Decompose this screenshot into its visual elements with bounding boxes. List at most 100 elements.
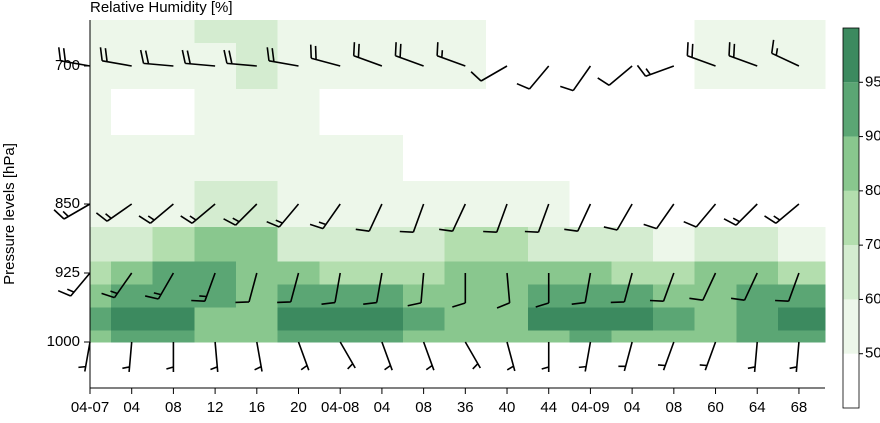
- rh-cell: [110, 330, 154, 343]
- rh-cell: [277, 307, 320, 332]
- colorbar-label: 70: [865, 236, 880, 253]
- rh-cell: [361, 43, 404, 90]
- wind-barb: [210, 341, 219, 372]
- rh-cell: [194, 89, 237, 136]
- rh-cell: [194, 135, 237, 182]
- wind-barb: [309, 203, 341, 230]
- wind-barb: [657, 341, 675, 371]
- wind-barb: [683, 203, 717, 228]
- y-tick-label: 850: [55, 195, 80, 212]
- rh-cell: [90, 261, 112, 286]
- rh-cell: [569, 135, 612, 182]
- rh-cell: [90, 284, 112, 309]
- rh-cell: [527, 307, 571, 332]
- rh-cell: [736, 20, 779, 44]
- rh-cell: [319, 307, 362, 332]
- rh-cell: [778, 181, 826, 228]
- rh-cell: [736, 89, 779, 136]
- rh-cell: [90, 227, 112, 263]
- rh-cell: [444, 330, 487, 343]
- rh-cell: [486, 20, 529, 44]
- chart-title: Relative Humidity [%]: [90, 0, 233, 16]
- rh-cell: [569, 284, 612, 309]
- rh-cell: [152, 330, 195, 343]
- wind-barb: [436, 42, 466, 67]
- x-tick-label: 08: [415, 399, 432, 416]
- wind-barb: [235, 272, 258, 304]
- rh-cell: [235, 284, 279, 309]
- rh-cell: [611, 284, 654, 309]
- rh-cell: [736, 330, 779, 343]
- wind-barb: [483, 203, 508, 233]
- wind-barb: [139, 49, 174, 67]
- rh-cell: [652, 307, 696, 332]
- rh-cell: [694, 20, 737, 44]
- rh-cell: [110, 227, 154, 263]
- wind-barb: [266, 203, 300, 228]
- rh-cell: [736, 307, 779, 332]
- rh-cell: [319, 227, 362, 263]
- rh-cell: [110, 20, 154, 44]
- wind-barb: [643, 203, 675, 230]
- colorbar-box: [843, 136, 859, 191]
- rh-cell: [235, 135, 279, 182]
- wind-barb: [686, 42, 716, 67]
- rh-cell: [569, 89, 612, 136]
- y-tick-label: 1000: [47, 333, 80, 350]
- rh-cell: [361, 227, 404, 263]
- rh-cell: [736, 227, 779, 263]
- wind-barb: [535, 273, 550, 308]
- wind-barb: [689, 272, 717, 301]
- wind-barb: [399, 203, 425, 233]
- wind-barb: [321, 272, 342, 306]
- rh-cell: [611, 89, 654, 136]
- rh-cell: [235, 89, 279, 136]
- rh-cell: [736, 135, 779, 182]
- wind-barb: [452, 273, 467, 308]
- rh-cell: [235, 227, 279, 263]
- x-tick-label: 64: [749, 399, 766, 416]
- rh-cell: [694, 284, 737, 309]
- rh-cell: [694, 227, 737, 263]
- rh-cell: [194, 284, 237, 309]
- rh-cell: [778, 227, 826, 263]
- rh-cell: [569, 307, 612, 332]
- wind-barb: [770, 39, 800, 67]
- rh-cell: [194, 43, 237, 90]
- rh-cell: [778, 307, 826, 332]
- x-tick-label: 60: [707, 399, 724, 416]
- wind-barb: [53, 203, 91, 220]
- rh-cell: [277, 20, 320, 44]
- rh-cell: [486, 135, 529, 182]
- rh-cell: [778, 20, 826, 44]
- rh-cell: [778, 284, 826, 309]
- colorbar-box: [843, 28, 859, 83]
- rh-cell: [110, 43, 154, 90]
- wind-barb: [723, 203, 758, 226]
- rh-cell: [194, 181, 237, 228]
- rh-cell: [652, 135, 696, 182]
- rh-cell: [110, 89, 154, 136]
- rh-cell: [90, 181, 112, 228]
- rh-cell: [652, 43, 696, 90]
- rh-cell: [319, 330, 362, 343]
- x-tick-label: 04-08: [321, 399, 359, 416]
- wind-barb: [578, 341, 592, 372]
- rh-cell: [611, 43, 654, 90]
- rh-cell: [90, 89, 112, 136]
- rh-cell: [486, 89, 529, 136]
- wind-barb: [603, 203, 633, 231]
- rh-cell: [778, 89, 826, 136]
- rh-cell: [90, 330, 112, 343]
- rh-cell: [778, 135, 826, 182]
- rh-cell: [235, 43, 279, 90]
- rh-cell: [194, 307, 237, 332]
- x-tick-label: 36: [457, 399, 474, 416]
- rh-cell: [402, 20, 446, 44]
- rh-cell: [652, 20, 696, 44]
- rh-cell: [277, 43, 320, 90]
- rh-cell: [486, 43, 529, 90]
- rh-cell: [194, 330, 237, 343]
- wind-barb: [506, 341, 516, 372]
- rh-cell: [152, 284, 195, 309]
